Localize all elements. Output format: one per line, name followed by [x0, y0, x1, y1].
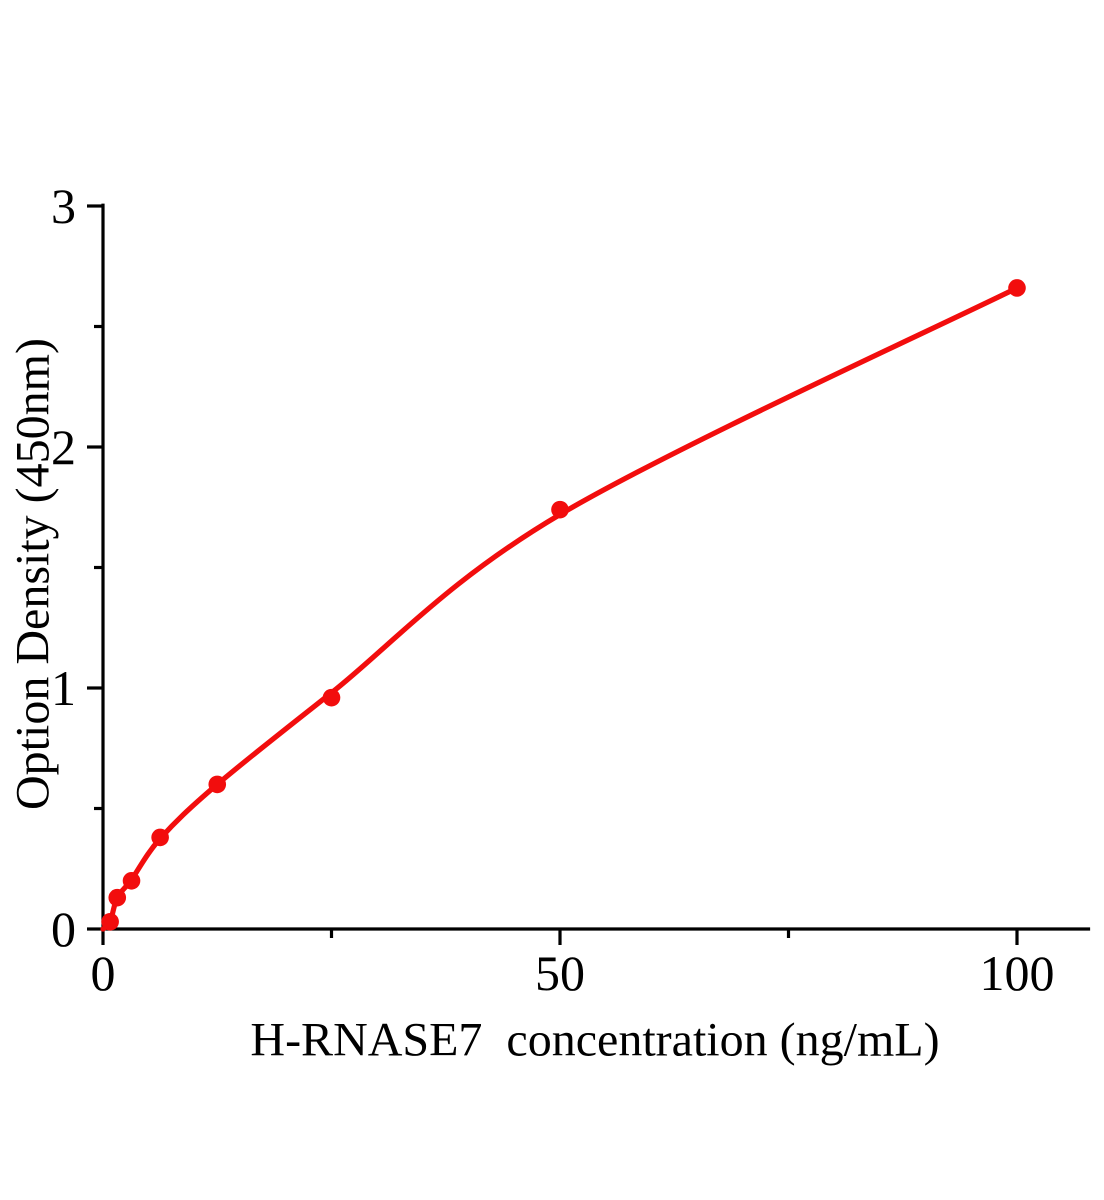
axes — [87, 203, 1091, 945]
y-axis-title: Option Density (450nm) — [7, 338, 60, 810]
y-tick-label: 3 — [51, 178, 76, 234]
x-tick-label: 100 — [980, 945, 1055, 1001]
data-points — [101, 279, 1026, 931]
data-point-marker — [101, 912, 119, 931]
data-point-marker — [322, 688, 341, 707]
x-tick-label: 50 — [535, 945, 585, 1001]
y-tick-label: 2 — [51, 419, 76, 475]
tick-labels: 0 1 2 3 0 50 100 — [51, 178, 1055, 1001]
y-tick-label: 0 — [51, 901, 76, 957]
data-point-marker — [1008, 279, 1026, 297]
fit-curve-line — [100, 285, 1020, 932]
data-point-marker — [108, 888, 127, 907]
y-tick-label: 1 — [51, 660, 76, 716]
data-point-marker — [151, 828, 169, 847]
data-point-marker — [122, 872, 141, 890]
x-axis-title: H-RNASE7 concentration (ng/mL) — [250, 1014, 939, 1067]
x-tick-label: 0 — [91, 945, 116, 1001]
data-point-marker — [208, 775, 227, 794]
data-point-marker — [551, 500, 569, 519]
